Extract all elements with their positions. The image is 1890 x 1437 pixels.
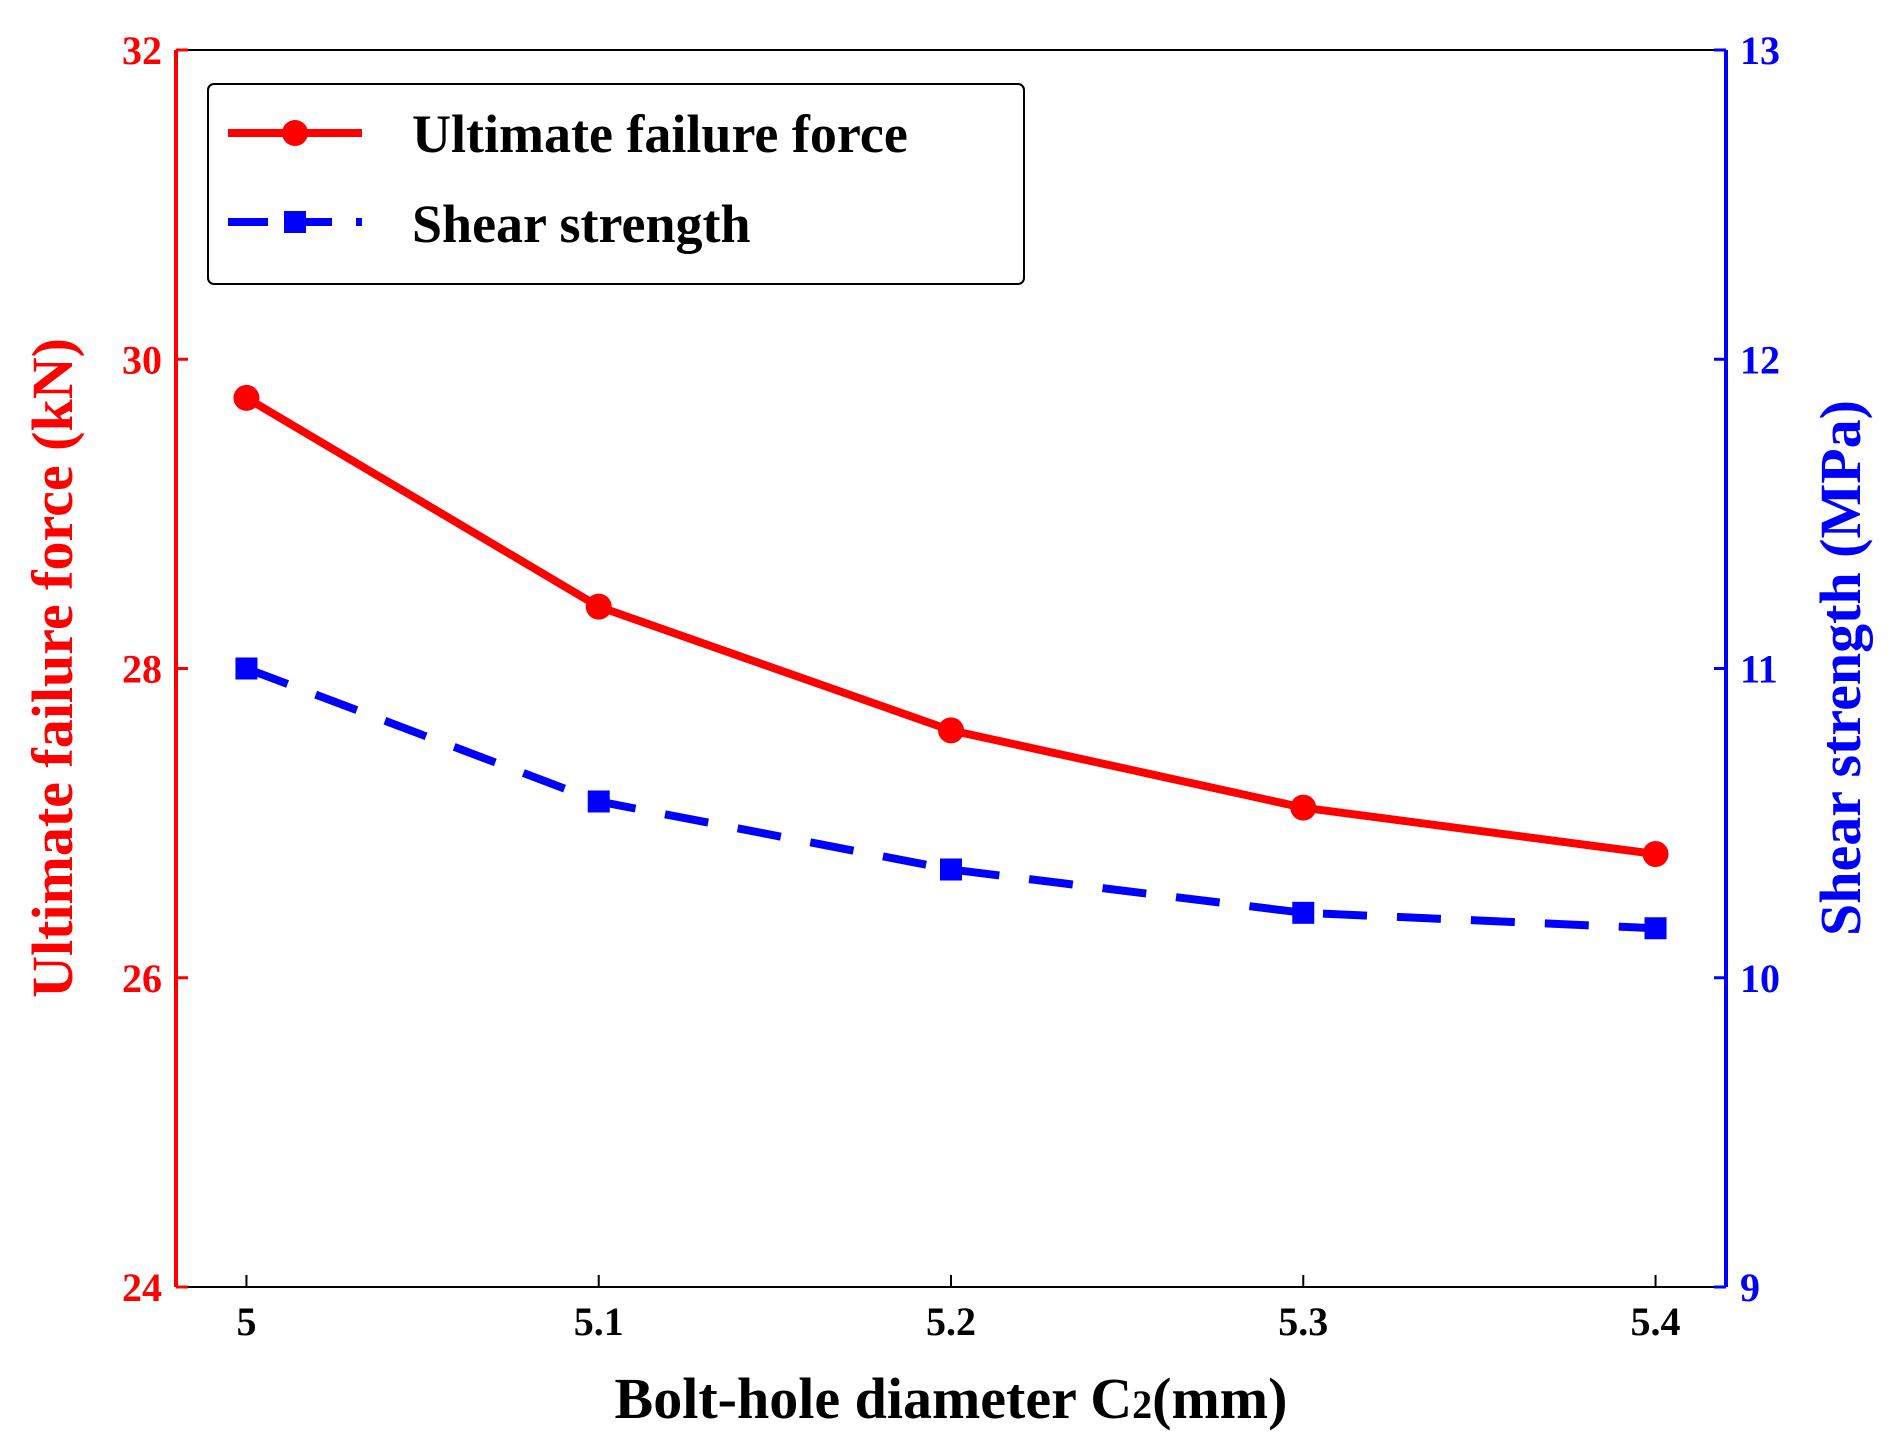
- data-point-shear-strength: [1644, 917, 1667, 940]
- x-axis-title-main: Bolt-hole diameter C: [615, 1366, 1133, 1431]
- x-tick-label: 5: [236, 1299, 256, 1344]
- left-tick-label: 28: [122, 647, 162, 692]
- data-point-failure-force: [938, 717, 964, 744]
- data-point-shear-strength: [587, 790, 610, 813]
- series-line-shear-strength: [245, 664, 1656, 933]
- left-tick-label: 26: [122, 956, 162, 1001]
- x-tick-label: 5.4: [1631, 1299, 1681, 1344]
- series-line-failure-force: [244, 394, 1657, 859]
- legend-marker-failure-force: [282, 120, 308, 146]
- right-tick-label: 10: [1740, 956, 1780, 1001]
- data-point-failure-force: [233, 384, 260, 411]
- right-tick-label: 12: [1740, 337, 1780, 382]
- x-axis-ticks: 5 5.1 5.2 5.3 5.4: [236, 1275, 1681, 1344]
- legend-label-failure-force: Ultimate failure force: [412, 104, 908, 164]
- left-tick-label: 30: [122, 337, 162, 382]
- right-tick-label: 9: [1740, 1265, 1760, 1310]
- data-point-shear-strength: [940, 858, 962, 881]
- x-axis-title: Bolt-hole diameter C2(mm): [615, 1366, 1288, 1431]
- x-axis-title-unit: (mm): [1152, 1366, 1287, 1431]
- x-tick-label: 5.3: [1278, 1299, 1328, 1344]
- right-axis-ticks: 9 10 11 12 13: [1714, 28, 1780, 1310]
- right-tick-label: 13: [1740, 28, 1780, 73]
- x-tick-label: 5.1: [574, 1299, 624, 1344]
- left-axis-title: Ultimate failure force (kN): [20, 338, 85, 998]
- x-tick-label: 5.2: [926, 1299, 976, 1344]
- legend: Ultimate failure force Shear strength: [207, 83, 1025, 285]
- right-axis-title: Shear strength (MPa): [1808, 400, 1873, 936]
- right-tick-label: 11: [1740, 647, 1778, 692]
- legend-marker-shear-strength: [284, 211, 306, 233]
- data-point-failure-force: [1642, 841, 1669, 868]
- left-axis-ticks: 24 26 28 30 32: [122, 28, 188, 1310]
- data-point-shear-strength: [1292, 901, 1315, 924]
- legend-box: [207, 83, 1025, 285]
- data-point-shear-strength: [235, 657, 258, 680]
- data-point-failure-force: [1290, 794, 1317, 821]
- data-point-failure-force: [585, 593, 612, 620]
- left-tick-label: 32: [122, 28, 162, 73]
- series-layer: [233, 384, 1669, 940]
- left-tick-label: 24: [122, 1265, 162, 1310]
- legend-label-shear-strength: Shear strength: [412, 194, 751, 254]
- x-axis-title-subscript: 2: [1132, 1382, 1152, 1427]
